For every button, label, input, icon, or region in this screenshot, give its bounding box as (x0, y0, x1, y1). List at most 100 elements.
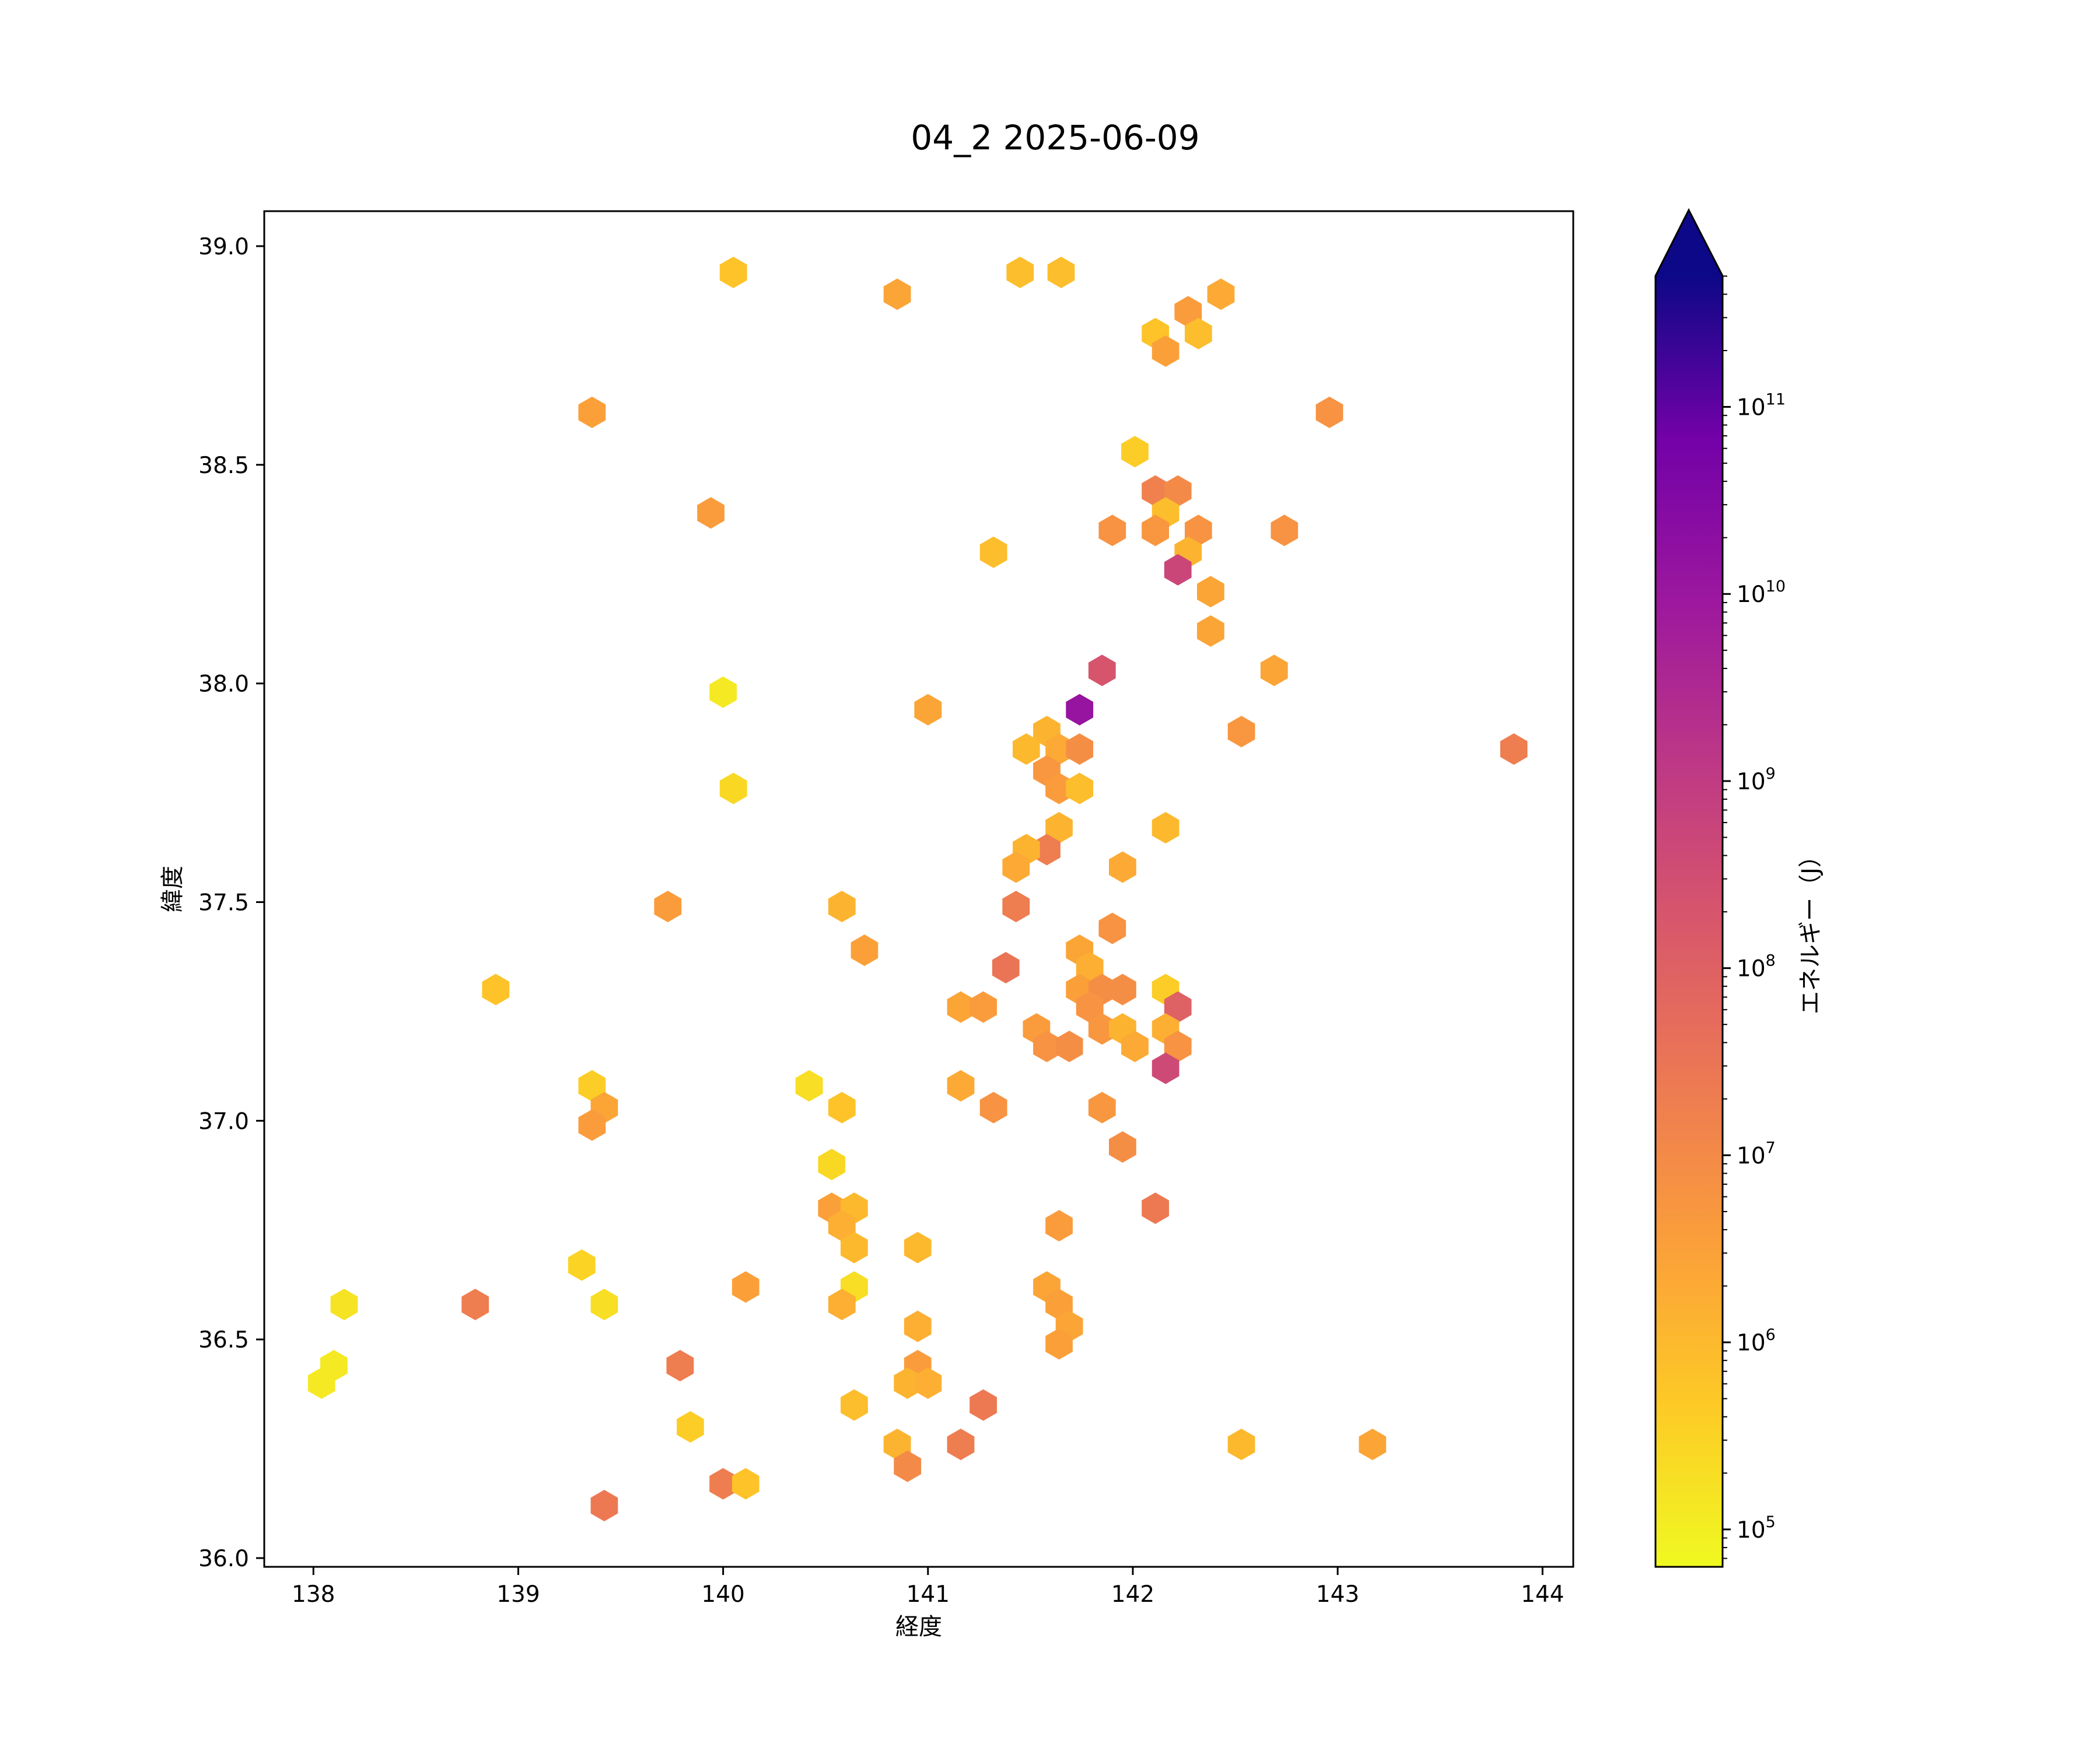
hex-cell (1207, 278, 1235, 310)
colorbar-tick-label: 105 (1737, 1513, 1776, 1544)
hex-cell (841, 1389, 868, 1421)
hex-cell (1164, 554, 1192, 586)
hex-cell (828, 891, 856, 922)
hex-cell (1002, 891, 1030, 922)
hex-cell (1109, 851, 1136, 883)
hex-cell (841, 1231, 868, 1264)
hex-cell (1164, 991, 1192, 1023)
hex-cell (1066, 694, 1094, 726)
colorbar-frame (1654, 208, 1724, 1568)
hex-cell (970, 991, 997, 1023)
hex-cell (795, 1070, 823, 1102)
hexbin-cells (307, 257, 1528, 1521)
colorbar-tick-label: 108 (1737, 952, 1776, 982)
hex-cell (970, 1389, 997, 1421)
hex-cell (578, 1070, 606, 1102)
hex-cell (1121, 1030, 1149, 1062)
hex-cell (904, 1231, 932, 1264)
hex-cell (947, 1070, 975, 1102)
hex-cell (914, 694, 942, 726)
hex-cell (1088, 654, 1116, 687)
colorbar-tick-label: 109 (1737, 765, 1776, 795)
y-axis-ticks: 36.0 36.5 37.0 37.5 38.0 38.5 39.0 (198, 234, 264, 1572)
hex-cell (1076, 991, 1104, 1023)
hex-cell (1033, 1030, 1060, 1062)
hex-cell (1359, 1429, 1387, 1461)
x-tick-label: 144 (1521, 1581, 1564, 1608)
y-tick-label: 36.5 (198, 1327, 249, 1353)
hex-cell (1227, 1429, 1255, 1461)
y-tick-label: 37.0 (198, 1108, 249, 1135)
hex-cell (979, 536, 1007, 568)
hex-cell (1121, 436, 1149, 468)
hex-cell (578, 396, 606, 428)
hex-cell (992, 951, 1020, 984)
hex-cell (883, 1429, 911, 1461)
y-tick-label: 39.0 (198, 234, 249, 260)
hex-cell (307, 1367, 335, 1399)
hex-cell (1098, 514, 1126, 547)
hex-cell (904, 1310, 932, 1342)
hex-cell (1055, 1030, 1083, 1062)
hex-cell (1227, 716, 1255, 748)
hex-cell (828, 1289, 856, 1321)
x-tick-label: 139 (496, 1581, 540, 1608)
hex-cell (1013, 733, 1040, 765)
y-tick-label: 38.5 (198, 453, 249, 479)
hex-cell (330, 1289, 358, 1321)
hex-cell (828, 1210, 856, 1242)
hex-cell (1164, 475, 1192, 507)
hex-cell (568, 1249, 596, 1281)
hex-cell (578, 1109, 606, 1141)
hex-cell (461, 1289, 489, 1321)
hex-cell (1185, 514, 1212, 547)
hex-cell (1109, 1131, 1136, 1163)
hex-cell (818, 1149, 846, 1181)
hex-cell (1098, 912, 1126, 944)
hex-cell (1260, 654, 1288, 687)
hex-cell (1197, 576, 1224, 608)
colorbar-tick-label: 106 (1737, 1326, 1776, 1356)
hex-cell (1045, 772, 1073, 804)
hex-cell (1270, 514, 1298, 547)
y-tick-label: 37.5 (198, 890, 249, 916)
x-tick-label: 143 (1316, 1581, 1359, 1608)
hex-cell (1315, 396, 1343, 428)
hex-cell (1045, 733, 1073, 765)
hex-cell (732, 1468, 760, 1500)
hex-cell (1152, 812, 1180, 844)
hex-cell (1045, 1289, 1073, 1321)
hex-cell (914, 1367, 942, 1399)
hex-cell (1045, 1328, 1073, 1360)
hex-cell (1142, 1192, 1169, 1224)
colorbar-tick-label: 107 (1737, 1139, 1776, 1169)
chart-title: 04_2 2025-06-09 (911, 118, 1199, 158)
hex-cell (709, 676, 737, 708)
hex-cell (1006, 257, 1034, 288)
hex-cell (1045, 1210, 1073, 1242)
hex-cell (1066, 772, 1094, 804)
y-tick-label: 38.0 (198, 671, 249, 698)
hex-cell (590, 1289, 618, 1321)
hex-cell (709, 1468, 737, 1500)
hex-cell (1174, 296, 1202, 328)
hex-cell (654, 891, 682, 922)
hex-cell (1185, 317, 1212, 349)
hex-cell (1500, 733, 1528, 765)
x-tick-label: 138 (292, 1581, 335, 1608)
hex-cell (1088, 1091, 1116, 1124)
hex-cell (732, 1271, 760, 1303)
hex-cell (590, 1490, 618, 1521)
hex-cell (947, 991, 975, 1023)
hex-cell (1033, 834, 1060, 866)
hex-cell (979, 1091, 1007, 1124)
hex-cell (850, 935, 878, 966)
colorbar-tick-label: 1011 (1737, 391, 1786, 421)
colorbar-extend-arrow (1656, 210, 1723, 276)
colorbar: 105 106 107 108 109 1010 1011 エネルギー（J） (1654, 208, 1824, 1568)
hex-cell (1002, 851, 1030, 883)
x-tick-label: 141 (907, 1581, 950, 1608)
hex-cell (1066, 733, 1094, 765)
hex-cell (894, 1450, 922, 1482)
